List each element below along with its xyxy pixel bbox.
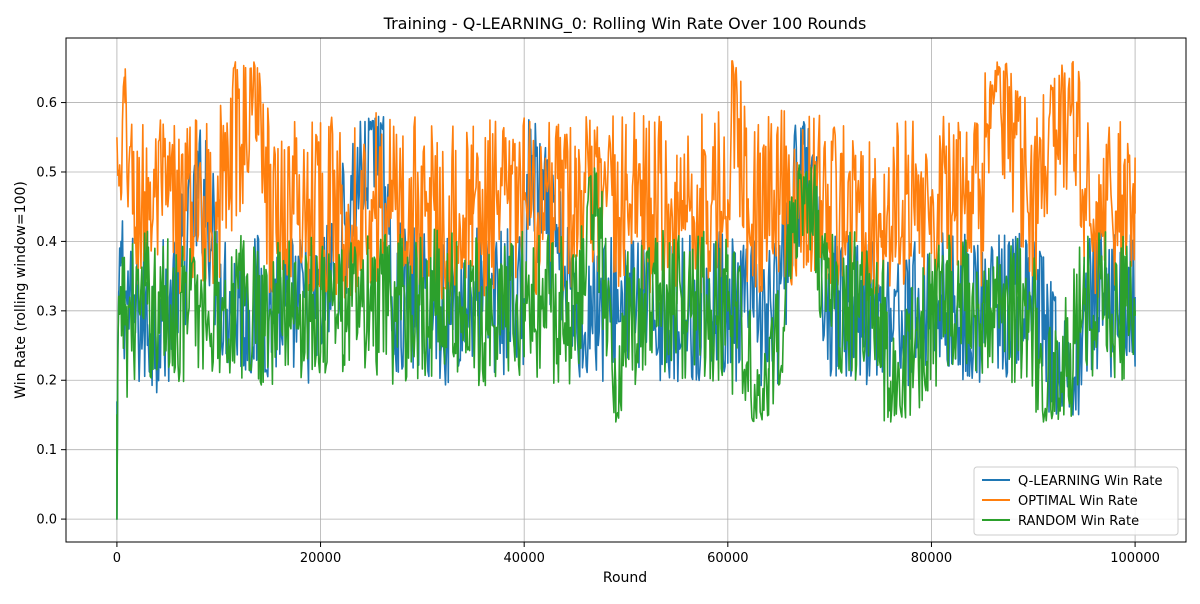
series-line-optimal-win-rate [116,60,1136,302]
chart-title: Training - Q-LEARNING_0: Rolling Win Rat… [383,14,867,34]
y-tick-label: 0.0 [36,513,57,528]
y-axis-label: Win Rate (rolling window=100) [13,181,29,399]
y-tick-label: 0.2 [36,374,57,389]
x-tick-label: 80000 [911,551,952,566]
y-tick-label: 0.4 [36,235,57,250]
x-tick-label: 100000 [1110,551,1160,566]
y-tick-label: 0.1 [36,443,57,458]
legend-label-q-learning: Q-LEARNING Win Rate [1018,474,1163,489]
x-tick-label: 40000 [504,551,545,566]
plot-frame [65,37,1187,543]
series-layer [116,60,1136,520]
legend: Q-LEARNING Win Rate OPTIMAL Win Rate RAN… [973,466,1179,536]
y-tick-label: 0.6 [36,96,57,111]
legend-label-optimal: OPTIMAL Win Rate [1018,494,1138,509]
axis-ticks: 0 20000 40000 60000 80000 100000 0.0 0.1 0.2 0.3 0… [36,96,1160,566]
y-tick-label: 0.5 [36,165,57,180]
series-line-random-win-rate [116,164,1136,520]
legend-label-random: RANDOM Win Rate [1018,514,1139,529]
x-tick-label: 0 [113,551,121,566]
y-tick-label: 0.3 [36,304,57,319]
x-tick-label: 60000 [707,551,748,566]
legend-box [973,466,1179,536]
x-tick-label: 20000 [300,551,341,566]
x-axis-label: Round [603,570,647,586]
